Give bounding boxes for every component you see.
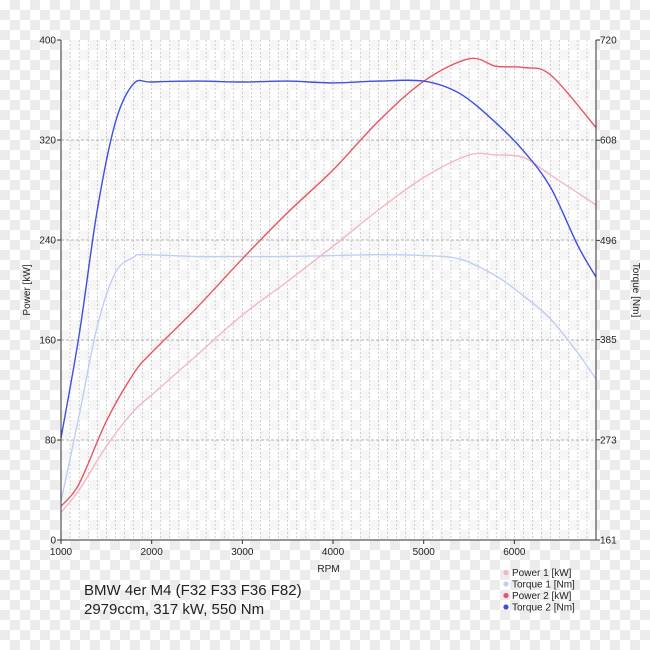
y-tick-label: 240 [39,236,56,247]
x-tick-label: 3000 [231,547,254,558]
y2-tick-label: 496 [600,236,617,247]
x-axis-label: RPM [317,564,339,575]
series-layer [60,57,597,513]
axes [60,40,597,541]
y-tick-label: 320 [39,136,56,147]
legend-marker [503,581,509,587]
series-line-4 [60,79,597,439]
legend: Power 1 [kW]Torque 1 [Nm]Power 2 [kW]Tor… [503,568,575,614]
chart-title: BMW 4er M4 (F32 F33 F36 F82) [84,582,302,599]
plot-area [61,40,596,540]
grid [61,40,596,540]
y-tick-label: 0 [50,536,56,547]
x-tick-label: 2000 [141,547,164,558]
x-tick-label: 6000 [503,547,526,558]
x-tick-label: 5000 [413,547,436,558]
y-axis-label: Power [kW] [22,264,33,315]
y-tick-label: 80 [45,436,57,447]
legend-entry: Torque 2 [Nm] [512,603,575,614]
y2-tick-label: 608 [600,136,617,147]
y-tick-label: 160 [39,336,56,347]
series-line-3 [60,57,597,507]
legend-marker [503,569,509,576]
legend-marker [503,604,509,610]
x-tick-label: 4000 [322,547,345,558]
series-line-2 [60,253,597,502]
tick-labels: 1000 2000 3000 4000 5000 6000 0 80 160 240 320 400 1… [39,36,617,559]
x-tick-label: 1000 [50,547,73,558]
series-line-1 [60,152,597,513]
legend-marker [503,592,509,599]
chart-subtitle: 2979ccm, 317 kW, 550 Nm [84,601,265,618]
y2-tick-label: 161 [600,536,617,547]
legend-entry: Power 2 [kW] [512,591,572,602]
legend-entry: Power 1 [kW] [512,568,572,579]
y2-tick-label: 273 [600,435,617,446]
y2-axis-label: Torque [Nm] [630,263,641,318]
y2-tick-label: 720 [600,36,617,47]
plot-background [61,40,596,540]
y-tick-label: 400 [39,36,56,47]
legend-entry: Torque 1 [Nm] [512,580,575,591]
y2-tick-label: 385 [600,335,617,346]
